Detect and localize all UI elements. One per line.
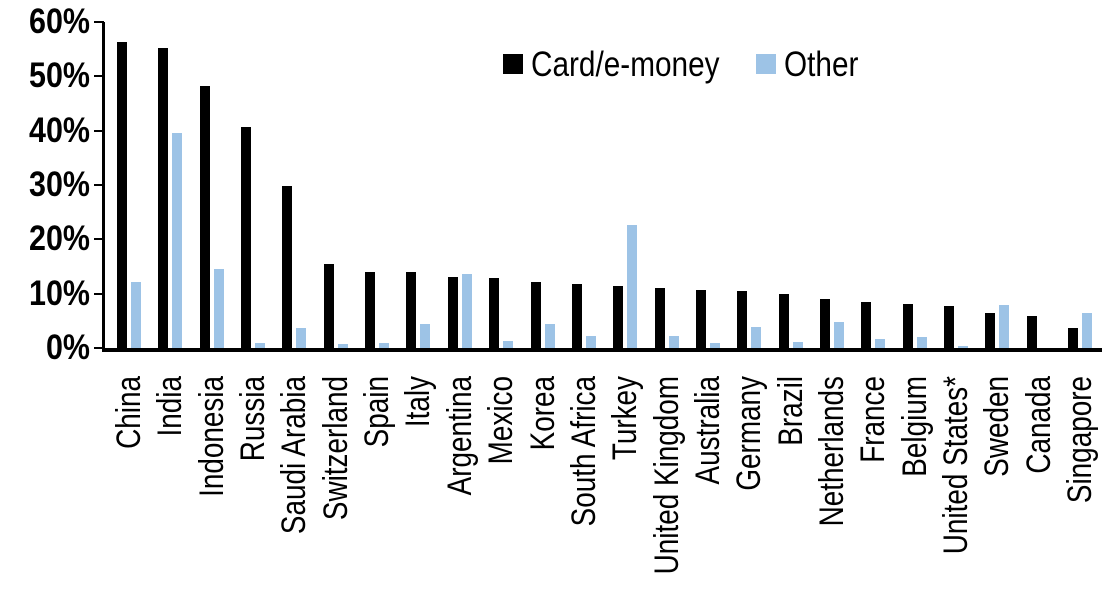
bar-card-e-money	[530, 282, 541, 348]
bar-other	[751, 327, 762, 348]
bar-card-e-money	[158, 48, 169, 348]
bar-card-e-money	[902, 303, 913, 348]
bar-card-e-money	[613, 285, 624, 348]
bar-card-e-money	[861, 301, 872, 348]
x-axis-category-label: Argentina	[440, 376, 479, 496]
x-axis-category-label: United States*	[937, 376, 975, 555]
bar-card-e-money	[323, 263, 334, 348]
x-axis-category-label: Canada	[1019, 376, 1058, 474]
bar-card-e-money	[737, 290, 748, 348]
bar-card-e-money	[489, 278, 500, 348]
x-axis-category-label: Spain	[358, 376, 397, 448]
legend-label-other: Other	[784, 45, 859, 84]
x-axis-category-label: Turkey	[606, 376, 645, 461]
y-axis-tick-label: 10%	[29, 273, 90, 313]
x-axis-category-label: Brazil	[771, 376, 810, 446]
bar-card-e-money	[1026, 316, 1037, 348]
bar-other	[875, 339, 886, 348]
bar-other	[172, 132, 183, 348]
y-axis-tick	[94, 75, 104, 78]
bar-card-e-money	[117, 41, 127, 348]
x-axis-category-label: Australia	[688, 376, 727, 485]
x-axis-category-label: United Kingdom	[647, 376, 686, 575]
bar-other	[131, 281, 141, 348]
x-axis-category-label: Switzerland	[316, 376, 355, 521]
legend-swatch-card-e-money	[503, 54, 523, 74]
y-axis-tick-label: 20%	[29, 219, 90, 259]
bar-card-e-money	[985, 313, 996, 348]
y-axis-tick-label: 40%	[29, 110, 90, 150]
bar-other	[916, 337, 927, 348]
y-axis-tick-label: 30%	[29, 165, 90, 204]
y-axis-line	[102, 22, 105, 352]
bar-card-e-money	[695, 289, 706, 348]
x-axis-category-label: South Africa	[564, 376, 603, 527]
bar-card-e-money	[654, 288, 665, 348]
bar-card-e-money	[819, 298, 830, 348]
bar-other	[420, 323, 431, 348]
x-axis-category-label: Mexico	[482, 376, 521, 465]
bar-other	[1082, 312, 1093, 348]
bar-other	[296, 327, 307, 348]
bar-other	[627, 225, 638, 348]
y-axis-tick	[94, 292, 104, 295]
bar-other	[503, 341, 514, 348]
bar-other	[337, 344, 348, 348]
bar-card-e-money	[778, 293, 789, 348]
bar-other	[999, 304, 1010, 348]
bar-other	[213, 269, 224, 348]
bar-other	[833, 321, 844, 348]
x-axis-category-label: China	[110, 376, 148, 449]
y-axis-tick	[94, 347, 104, 349]
x-axis-category-label: France	[854, 376, 893, 463]
y-axis-tick-label: 60%	[29, 2, 90, 41]
x-axis-category-label: India	[151, 376, 190, 437]
x-axis-category-label: Korea	[523, 376, 562, 451]
bar-other	[585, 336, 596, 348]
bar-other	[958, 346, 968, 348]
x-axis-category-label: Sweden	[978, 376, 1017, 477]
y-axis-tick	[94, 238, 104, 241]
x-axis-category-label: Belgium	[895, 376, 934, 477]
bar-card-e-money	[571, 284, 582, 348]
bar-other	[461, 273, 472, 348]
bar-other	[792, 342, 803, 348]
bar-other	[379, 342, 390, 348]
x-axis-category-label: Italy	[399, 376, 438, 428]
x-axis-line	[102, 348, 1102, 352]
y-axis-tick	[94, 184, 104, 186]
bar-card-e-money	[1068, 327, 1079, 348]
bar-other	[709, 343, 720, 348]
x-axis-category-label: Netherlands	[812, 376, 851, 527]
bar-card-e-money	[944, 305, 954, 348]
bar-card-e-money	[406, 272, 417, 348]
bar-other	[668, 335, 679, 348]
x-axis-category-label: Germany	[730, 376, 769, 491]
bar-card-e-money	[447, 276, 458, 348]
legend-label-card-e-money: Card/e-money	[531, 45, 720, 84]
bar-card-e-money	[199, 86, 210, 348]
bar-other	[255, 343, 266, 348]
y-axis-tick	[94, 21, 104, 23]
bar-card-e-money	[241, 127, 252, 348]
legend-swatch-other	[756, 54, 776, 74]
x-axis-category-label: Indonesia	[192, 376, 231, 497]
bar-card-e-money	[282, 186, 293, 348]
bar-card-e-money	[365, 271, 376, 348]
y-axis-tick	[94, 129, 104, 132]
x-axis-category-label: Saudi Arabia	[275, 376, 314, 535]
y-axis-tick-label: 50%	[29, 56, 90, 96]
y-axis-tick-label: 0%	[45, 328, 90, 367]
x-axis-category-label: Singapore	[1061, 376, 1100, 504]
x-axis-category-label: Russia	[234, 376, 273, 462]
bar-other	[544, 324, 555, 348]
